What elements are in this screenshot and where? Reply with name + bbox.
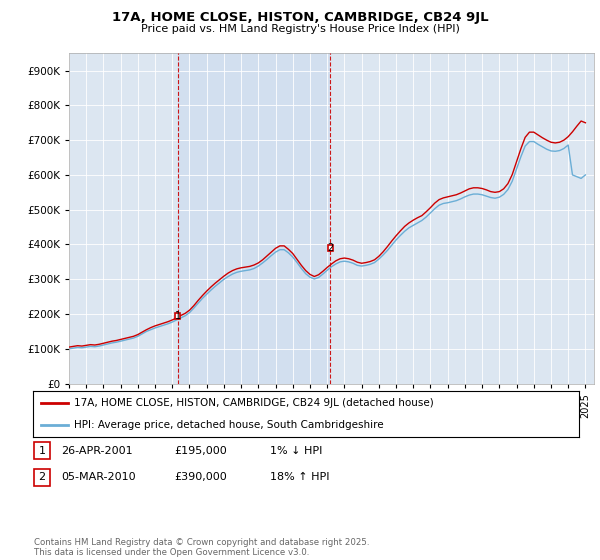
- Text: 1: 1: [38, 446, 46, 456]
- FancyBboxPatch shape: [175, 312, 180, 319]
- Text: Price paid vs. HM Land Registry's House Price Index (HPI): Price paid vs. HM Land Registry's House …: [140, 24, 460, 34]
- Text: 1: 1: [175, 311, 181, 321]
- Text: 17A, HOME CLOSE, HISTON, CAMBRIDGE, CB24 9JL (detached house): 17A, HOME CLOSE, HISTON, CAMBRIDGE, CB24…: [74, 398, 434, 408]
- Bar: [178, 53, 330, 384]
- FancyBboxPatch shape: [328, 245, 333, 251]
- Text: 1% ↓ HPI: 1% ↓ HPI: [270, 446, 322, 456]
- Text: 2: 2: [38, 472, 46, 482]
- Text: 17A, HOME CLOSE, HISTON, CAMBRIDGE, CB24 9JL: 17A, HOME CLOSE, HISTON, CAMBRIDGE, CB24…: [112, 11, 488, 24]
- Text: HPI: Average price, detached house, South Cambridgeshire: HPI: Average price, detached house, Sout…: [74, 421, 383, 430]
- Text: 2: 2: [327, 243, 334, 253]
- Text: Contains HM Land Registry data © Crown copyright and database right 2025.
This d: Contains HM Land Registry data © Crown c…: [34, 538, 370, 557]
- Text: 26-APR-2001: 26-APR-2001: [61, 446, 133, 456]
- Text: £390,000: £390,000: [174, 472, 227, 482]
- Text: £195,000: £195,000: [174, 446, 227, 456]
- Text: 18% ↑ HPI: 18% ↑ HPI: [270, 472, 329, 482]
- Text: 05-MAR-2010: 05-MAR-2010: [61, 472, 136, 482]
